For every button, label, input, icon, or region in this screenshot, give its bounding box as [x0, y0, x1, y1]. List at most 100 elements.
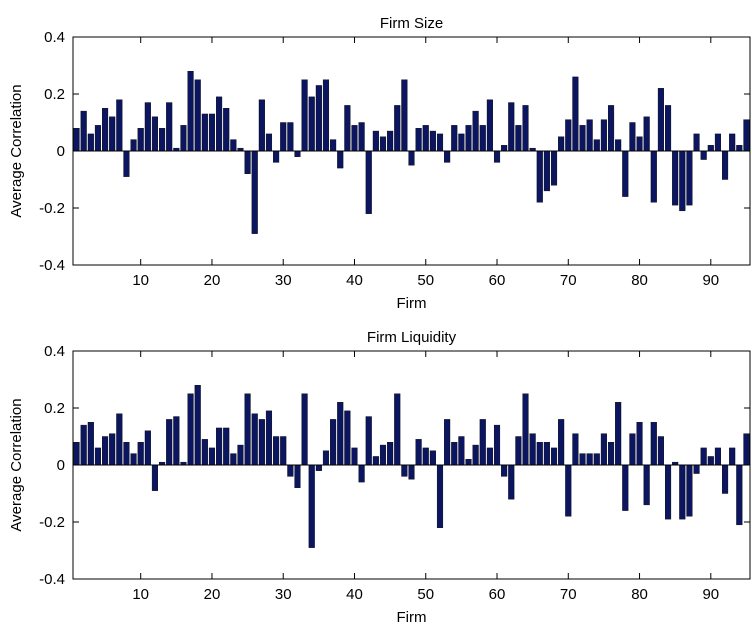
firm-size-bars	[73, 70, 750, 234]
firm-liquidity-bar-43	[372, 456, 379, 466]
firm-liquidity-bar-11	[144, 430, 151, 466]
firm-size-bar-40	[351, 125, 358, 152]
firm-liquidity-xtick-label-70: 70	[560, 586, 577, 603]
firm-liquidity-bar-20	[208, 447, 216, 466]
firm-liquidity-bar-51	[429, 450, 436, 466]
firm-size-bar-26	[251, 150, 258, 234]
firm-size-bar-23	[230, 139, 237, 152]
firm-liquidity-xtick-label-80: 80	[631, 586, 648, 603]
firm-liquidity-bar-48	[408, 464, 415, 480]
firm-liquidity-bar-66	[536, 442, 543, 466]
firm-size-bar-4	[94, 125, 101, 152]
firm-size-bar-1	[73, 127, 80, 152]
firm-liquidity-bar-39	[344, 410, 351, 466]
firm-size-bar-41	[358, 122, 365, 152]
firm-size-bar-29	[273, 150, 280, 163]
firm-size-bar-90	[707, 145, 714, 152]
firm-liquidity-xtick-label-10: 10	[132, 586, 149, 603]
firm-size-xtick-label-50: 50	[417, 272, 434, 289]
firm-size-bar-91	[714, 133, 721, 152]
firm-liquidity-ytick-label-4: 0.4	[44, 343, 65, 360]
firm-liquidity-bar-18	[194, 385, 201, 466]
firm-liquidity-bar-5	[102, 436, 109, 466]
firm-size-bar-10	[137, 127, 144, 152]
firm-size-bar-75	[600, 119, 607, 152]
firm-size-xtick-label-30: 30	[275, 272, 292, 289]
firm-liquidity-bar-69	[558, 419, 565, 466]
firm-liquidity-bar-62	[508, 464, 515, 500]
firm-liquidity-ytick-label-3: 0.2	[44, 400, 65, 417]
firm-liquidity-bar-74	[593, 453, 600, 466]
firm-size-bar-49	[415, 127, 422, 152]
firm-liquidity-bar-91	[714, 447, 721, 466]
firm-liquidity-bar-7	[116, 413, 123, 466]
firm-size-bar-50	[422, 125, 429, 152]
firm-liquidity-bar-68	[550, 447, 558, 466]
firm-size-bar-88	[693, 133, 700, 152]
firm-size-bar-87	[686, 150, 693, 206]
firm-size-bar-35	[315, 85, 322, 152]
firm-size-bar-61	[501, 145, 508, 152]
firm-liquidity-bar-63	[515, 436, 522, 466]
firm-liquidity-bar-46	[394, 393, 401, 466]
firm-liquidity-bar-90	[707, 456, 714, 466]
firm-size-bar-94	[736, 145, 743, 152]
firm-liquidity-bar-47	[401, 464, 408, 477]
firm-size-ytick-label-2: 0	[57, 143, 65, 160]
firm-liquidity-title: Firm Liquidity	[367, 329, 457, 346]
firm-liquidity-bar-64	[522, 393, 529, 466]
firm-size-bar-34	[308, 96, 315, 152]
firm-liquidity-bar-70	[565, 464, 572, 517]
firm-size-bar-52	[436, 133, 444, 152]
firm-size-bar-8	[123, 150, 130, 177]
firm-liquidity-bar-1	[73, 442, 80, 466]
firm-liquidity-bar-25	[244, 393, 251, 466]
firm-liquidity-xtick-label-60: 60	[489, 586, 506, 603]
firm-liquidity-subplot: Firm Liquidity Firm Average Correlation …	[8, 329, 751, 626]
firm-liquidity-xtick-label-20: 20	[204, 586, 221, 603]
firm-size-bar-22	[223, 108, 230, 152]
firm-size-subplot: Firm Size Firm Average Correlation 10 20 3…	[8, 15, 751, 312]
firm-size-bar-62	[508, 102, 515, 152]
firm-liquidity-bar-24	[237, 444, 244, 466]
firm-liquidity-bar-49	[415, 439, 422, 466]
firm-size-ticks: 10 20 30 40 50 60 70 80 90 -0.4 -0.2 0 0.2 0.4	[39, 29, 750, 289]
firm-liquidity-xtick-label-30: 30	[275, 586, 292, 603]
firm-size-bar-66	[536, 150, 543, 203]
firm-liquidity-bar-53	[444, 419, 451, 466]
firm-liquidity-bar-4	[94, 447, 101, 466]
firm-liquidity-bar-12	[151, 464, 159, 491]
firm-size-bar-76	[607, 105, 615, 152]
firm-liquidity-bar-59	[486, 447, 493, 466]
firm-liquidity-bar-71	[572, 433, 579, 466]
firm-liquidity-bar-86	[679, 464, 686, 520]
firm-liquidity-bar-52	[436, 464, 444, 528]
firm-size-ytick-label-4: 0.4	[44, 29, 65, 46]
firm-liquidity-bar-61	[501, 464, 508, 477]
firm-liquidity-bar-34	[308, 464, 315, 548]
firm-liquidity-x-axis-label: Firm	[397, 609, 427, 626]
firm-liquidity-bar-67	[543, 442, 550, 466]
firm-size-bar-39	[344, 105, 351, 152]
firm-size-bar-60	[493, 150, 501, 163]
firm-size-bar-36	[322, 79, 330, 152]
firm-liquidity-bar-42	[365, 416, 372, 466]
firm-size-bar-7	[116, 99, 123, 152]
firm-size-bar-92	[722, 150, 729, 180]
firm-size-bar-51	[429, 130, 436, 152]
firm-liquidity-bar-41	[358, 464, 365, 483]
firm-size-bar-31	[287, 122, 294, 152]
firm-size-bar-74	[593, 139, 600, 152]
firm-size-bar-13	[159, 127, 166, 152]
firm-liquidity-bar-10	[137, 442, 144, 466]
firm-liquidity-xtick-label-90: 90	[702, 586, 719, 603]
firm-liquidity-xtick-label-40: 40	[346, 586, 363, 603]
firm-size-bar-32	[294, 150, 301, 157]
firm-size-bar-6	[109, 116, 116, 152]
firm-size-bar-37	[330, 139, 337, 152]
firm-size-bar-19	[201, 113, 208, 152]
firm-size-bar-2	[80, 110, 87, 152]
firm-liquidity-bar-55	[458, 436, 465, 466]
firm-size-bar-64	[522, 105, 529, 152]
